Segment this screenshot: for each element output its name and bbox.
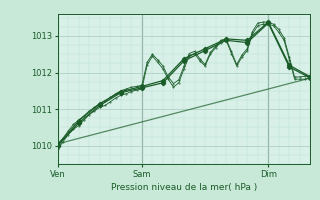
X-axis label: Pression niveau de la mer( hPa ): Pression niveau de la mer( hPa )	[111, 183, 257, 192]
